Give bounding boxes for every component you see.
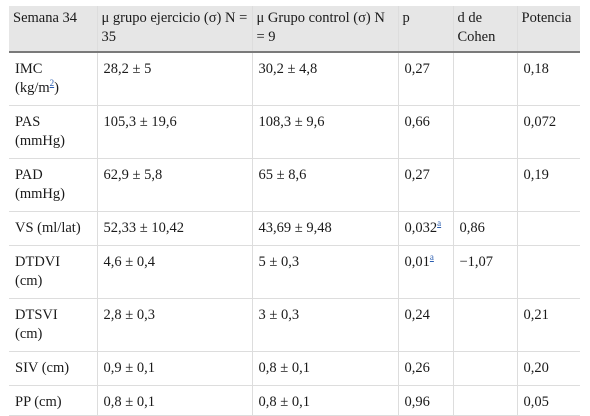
row-label-main: DTDVI xyxy=(15,254,61,270)
p-value: 0,26 xyxy=(404,360,430,376)
cell-p: 0,27 xyxy=(398,158,454,212)
p-value: 0,66 xyxy=(404,114,430,130)
row-label: VS (ml/lat) xyxy=(9,211,98,246)
row-label: PP (cm) xyxy=(9,385,98,416)
cell-d-cohen xyxy=(453,105,518,159)
p-value: 0,27 xyxy=(404,167,430,183)
cell-ejercicio: 0,8 ± 0,1 xyxy=(97,385,253,416)
table-row: PAD (mmHg) 62,9 ± 5,8 65 ± 8,6 0,27 0,19 xyxy=(9,158,580,212)
row-label-unit-close: ) xyxy=(54,80,59,96)
table-row: DTDVI (cm) 4,6 ± 0,4 5 ± 0,3 0,01a −1,07 xyxy=(9,245,580,299)
table-row: PP (cm) 0,8 ± 0,1 0,8 ± 0,1 0,96 0,05 xyxy=(9,385,580,416)
row-label-unit: (kg/m xyxy=(15,80,50,96)
header-p: p xyxy=(398,6,454,53)
cell-control: 65 ± 8,6 xyxy=(252,158,399,212)
cell-d-cohen: 0,86 xyxy=(453,211,518,246)
cell-d-cohen xyxy=(453,385,518,416)
results-table: Semana 34 μ grupo ejercicio (σ) N = 35 μ… xyxy=(9,6,580,416)
row-label: DTDVI (cm) xyxy=(9,245,98,299)
header-potencia: Potencia xyxy=(517,6,580,53)
row-label: DTSVI (cm) xyxy=(9,298,98,352)
row-label-main: IMC xyxy=(15,61,43,77)
cell-ejercicio: 105,3 ± 19,6 xyxy=(97,105,253,159)
cell-potencia xyxy=(517,245,580,299)
cell-p: 0,26 xyxy=(398,351,454,386)
cell-d-cohen: −1,07 xyxy=(453,245,518,299)
table-row: VS (ml/lat) 52,33 ± 10,42 43,69 ± 9,48 0,03… xyxy=(9,211,580,246)
table-row: SIV (cm) 0,9 ± 0,1 0,8 ± 0,1 0,26 0,20 xyxy=(9,351,580,386)
header-grupo-ejercicio: μ grupo ejercicio (σ) N = 35 xyxy=(97,6,253,53)
row-label-unit: (cm) xyxy=(15,326,43,342)
cell-potencia: 0,18 xyxy=(517,52,580,106)
cell-p: 0,27 xyxy=(398,52,454,106)
header-row: Semana 34 μ grupo ejercicio (σ) N = 35 μ… xyxy=(9,6,580,53)
table-header: Semana 34 μ grupo ejercicio (σ) N = 35 μ… xyxy=(9,6,580,53)
cell-potencia: 0,05 xyxy=(517,385,580,416)
cell-control: 0,8 ± 0,1 xyxy=(252,385,399,416)
row-label-main: PAD xyxy=(15,167,43,183)
row-label: IMC (kg/m2) xyxy=(9,52,98,106)
row-label-main: SIV (cm) xyxy=(15,360,70,376)
p-value: 0,01 xyxy=(404,254,430,270)
cell-p: 0,96 xyxy=(398,385,454,416)
row-label: PAD (mmHg) xyxy=(9,158,98,212)
row-label-unit: (mmHg) xyxy=(15,133,65,149)
cell-ejercicio: 2,8 ± 0,3 xyxy=(97,298,253,352)
row-label: PAS (mmHg) xyxy=(9,105,98,159)
cell-ejercicio: 62,9 ± 5,8 xyxy=(97,158,253,212)
cell-p: 0,032a xyxy=(398,211,454,246)
row-label-main: DTSVI xyxy=(15,307,58,323)
cell-d-cohen xyxy=(453,351,518,386)
header-grupo-control: μ Grupo control (σ) N = 9 xyxy=(252,6,399,53)
p-value: 0,032 xyxy=(404,220,438,236)
cell-control: 3 ± 0,3 xyxy=(252,298,399,352)
row-label-unit: (mmHg) xyxy=(15,186,65,202)
table-row: DTSVI (cm) 2,8 ± 0,3 3 ± 0,3 0,24 0,21 xyxy=(9,298,580,352)
header-d-cohen: d de Cohen xyxy=(453,6,518,53)
row-label-main: VS (ml/lat) xyxy=(15,220,81,236)
cell-potencia: 0,21 xyxy=(517,298,580,352)
table-body: IMC (kg/m2) 28,2 ± 5 30,2 ± 4,8 0,27 0,18 PAS (… xyxy=(9,52,580,416)
cell-p: 0,66 xyxy=(398,105,454,159)
footnote-marker-link[interactable]: a xyxy=(429,252,434,263)
cell-ejercicio: 28,2 ± 5 xyxy=(97,52,253,106)
row-label-main: PP (cm) xyxy=(15,394,62,410)
cell-ejercicio: 0,9 ± 0,1 xyxy=(97,351,253,386)
cell-d-cohen xyxy=(453,52,518,106)
row-label: SIV (cm) xyxy=(9,351,98,386)
cell-ejercicio: 52,33 ± 10,42 xyxy=(97,211,253,246)
cell-control: 30,2 ± 4,8 xyxy=(252,52,399,106)
page: Semana 34 μ grupo ejercicio (σ) N = 35 μ… xyxy=(9,6,580,416)
cell-potencia: 0,20 xyxy=(517,351,580,386)
footnote-marker-link[interactable]: a xyxy=(437,218,442,229)
cell-control: 108,3 ± 9,6 xyxy=(252,105,399,159)
unit-superscript-link[interactable]: 2 xyxy=(49,78,55,89)
cell-ejercicio: 4,6 ± 0,4 xyxy=(97,245,253,299)
header-semana: Semana 34 xyxy=(9,6,98,53)
cell-control: 43,69 ± 9,48 xyxy=(252,211,399,246)
cell-p: 0,01a xyxy=(398,245,454,299)
cell-potencia xyxy=(517,211,580,246)
cell-potencia: 0,19 xyxy=(517,158,580,212)
p-value: 0,27 xyxy=(404,61,430,77)
cell-control: 5 ± 0,3 xyxy=(252,245,399,299)
row-label-unit: (cm) xyxy=(15,273,43,289)
cell-control: 0,8 ± 0,1 xyxy=(252,351,399,386)
table-row: PAS (mmHg) 105,3 ± 19,6 108,3 ± 9,6 0,66 0,07… xyxy=(9,105,580,159)
cell-potencia: 0,072 xyxy=(517,105,580,159)
cell-d-cohen xyxy=(453,298,518,352)
row-label-main: PAS xyxy=(15,114,41,130)
cell-p: 0,24 xyxy=(398,298,454,352)
p-value: 0,24 xyxy=(404,307,430,323)
p-value: 0,96 xyxy=(404,394,430,410)
cell-d-cohen xyxy=(453,158,518,212)
table-row: IMC (kg/m2) 28,2 ± 5 30,2 ± 4,8 0,27 0,18 xyxy=(9,52,580,106)
